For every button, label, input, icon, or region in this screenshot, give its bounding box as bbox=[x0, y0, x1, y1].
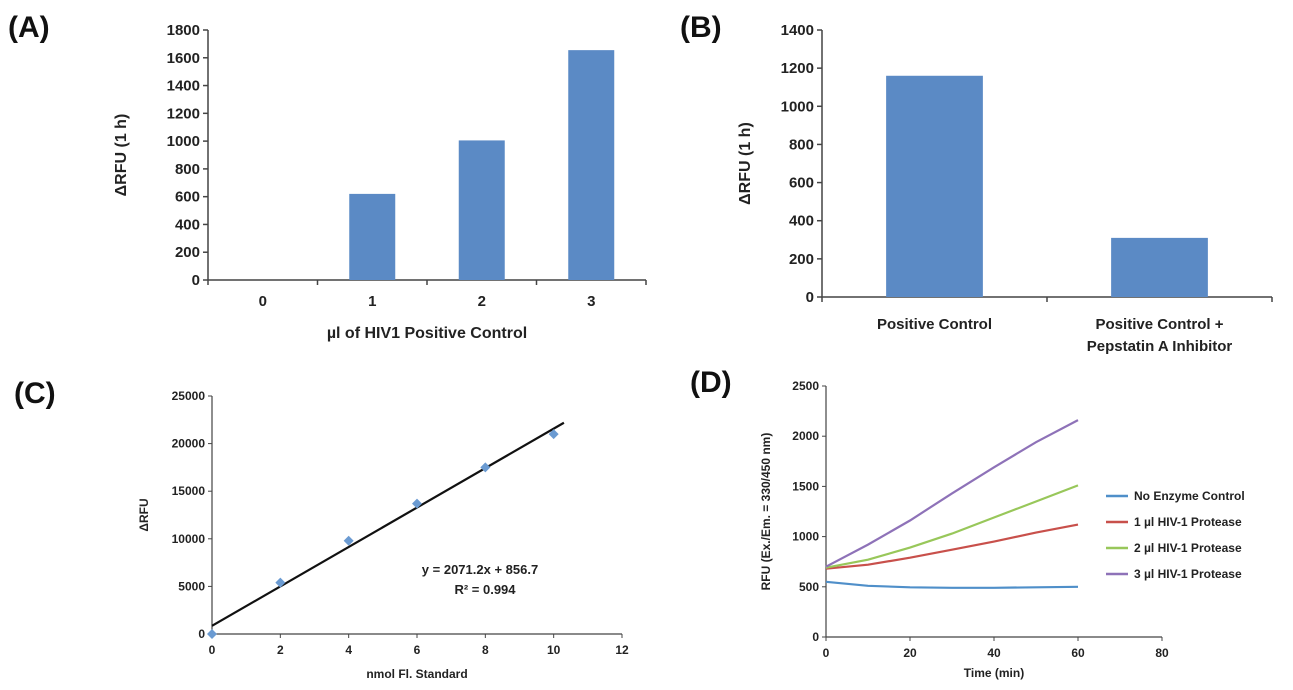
x-tick-label: Pepstatin A Inhibitor bbox=[1087, 338, 1233, 355]
y-tick-label: 0 bbox=[198, 627, 205, 641]
y-tick-label: 800 bbox=[175, 161, 200, 178]
trendline bbox=[211, 421, 565, 627]
data-point bbox=[480, 462, 491, 473]
chart-panel-a: 0 200 400 600 800 1000 1200 1400 1600 1800 0 1 2 3 µl … bbox=[113, 22, 647, 342]
chart-panel-d: 0 500 1000 1500 2000 2500 0 20 40 60 80 No Enzyme C… bbox=[759, 379, 1245, 680]
y-tick-label: 0 bbox=[812, 630, 819, 644]
panel-label-a: (A) bbox=[8, 11, 50, 44]
y-tick-label: 200 bbox=[789, 251, 814, 268]
y-tick-label: 1400 bbox=[781, 22, 814, 39]
y-tick-label: 10000 bbox=[172, 532, 206, 546]
x-tick-label: 2 bbox=[478, 293, 486, 310]
x-tick-label: 0 bbox=[259, 293, 267, 310]
bar bbox=[458, 140, 505, 280]
y-tick-label: 500 bbox=[799, 580, 819, 594]
y-tick-label: 15000 bbox=[172, 484, 206, 498]
x-axis-title: µl of HIV1 Positive Control bbox=[327, 325, 527, 342]
series-line bbox=[825, 580, 1079, 589]
x-axis-title: nmol Fl. Standard bbox=[366, 667, 467, 681]
y-tick-label: 1500 bbox=[792, 479, 819, 493]
series-line bbox=[825, 419, 1079, 568]
x-tick-label: 6 bbox=[414, 643, 421, 657]
y-tick-label: 400 bbox=[175, 216, 200, 233]
y-tick-label: 600 bbox=[175, 189, 200, 206]
data-point bbox=[343, 535, 354, 546]
x-tick-label: 0 bbox=[823, 646, 830, 660]
y-tick-label: 2500 bbox=[792, 379, 819, 393]
y-tick-label: 800 bbox=[789, 136, 814, 153]
y-tick-label: 0 bbox=[806, 289, 814, 306]
data-point bbox=[275, 577, 286, 588]
x-tick-label: 12 bbox=[615, 643, 629, 657]
y-tick-label: 5000 bbox=[178, 579, 205, 593]
y-tick-label: 1000 bbox=[781, 98, 814, 115]
bar bbox=[568, 50, 615, 281]
y-tick-label: 2000 bbox=[792, 429, 819, 443]
trendline-equation: y = 2071.2x + 856.7 bbox=[422, 562, 538, 577]
bar bbox=[349, 193, 396, 280]
y-axis-title: ΔRFU (1 h) bbox=[737, 122, 754, 205]
x-tick-label: 0 bbox=[209, 643, 216, 657]
series-line bbox=[825, 523, 1079, 570]
data-point bbox=[207, 629, 217, 639]
panel-label-d: (D) bbox=[690, 366, 732, 399]
y-tick-label: 1800 bbox=[167, 22, 200, 39]
panel-label-b: (B) bbox=[680, 11, 722, 44]
legend-label: 2 µl HIV-1 Protease bbox=[1134, 541, 1242, 555]
y-tick-label: 1400 bbox=[167, 78, 200, 95]
y-axis-title: RFU (Ex./Em. = 330/450 nm) bbox=[759, 433, 773, 591]
legend-label: No Enzyme Control bbox=[1134, 489, 1245, 503]
y-tick-label: 200 bbox=[175, 244, 200, 261]
y-tick-label: 600 bbox=[789, 175, 814, 192]
y-tick-label: 1200 bbox=[781, 60, 814, 77]
y-tick-label: 400 bbox=[789, 213, 814, 230]
x-tick-label: 4 bbox=[345, 643, 352, 657]
x-tick-label: 60 bbox=[1071, 646, 1085, 660]
y-tick-label: 1000 bbox=[792, 530, 819, 544]
x-tick-label: Positive Control bbox=[877, 316, 992, 333]
x-tick-label: Positive Control + bbox=[1096, 316, 1224, 333]
x-tick-label: 20 bbox=[903, 646, 917, 660]
r-squared-label: R² = 0.994 bbox=[454, 582, 516, 597]
y-tick-label: 1600 bbox=[167, 50, 200, 67]
bar bbox=[886, 75, 983, 298]
x-tick-label: 80 bbox=[1155, 646, 1169, 660]
x-tick-label: 2 bbox=[277, 643, 284, 657]
y-tick-label: 20000 bbox=[172, 437, 206, 451]
y-tick-label: 1000 bbox=[167, 133, 200, 150]
y-axis-title: ΔRFU (1 h) bbox=[113, 114, 130, 197]
x-tick-label: 1 bbox=[368, 293, 376, 310]
series-line bbox=[825, 484, 1079, 569]
x-tick-label: 3 bbox=[587, 293, 595, 310]
x-tick-label: 8 bbox=[482, 643, 489, 657]
y-tick-label: 25000 bbox=[172, 389, 206, 403]
data-point bbox=[412, 498, 422, 509]
panel-label-c: (C) bbox=[14, 377, 56, 410]
data-point bbox=[548, 429, 559, 440]
y-tick-label: 0 bbox=[192, 272, 200, 289]
bar bbox=[1111, 237, 1208, 297]
x-tick-label: 40 bbox=[987, 646, 1001, 660]
chart-panel-b: 0 200 400 600 800 1000 1200 1400 Positive Contro… bbox=[737, 22, 1273, 355]
x-axis-title: Time (min) bbox=[964, 666, 1024, 680]
y-tick-label: 1200 bbox=[167, 105, 200, 122]
legend-label: 1 µl HIV-1 Protease bbox=[1134, 515, 1242, 529]
legend-label: 3 µl HIV-1 Protease bbox=[1134, 567, 1242, 581]
x-tick-label: 10 bbox=[547, 643, 561, 657]
y-axis-title: ΔRFU bbox=[137, 498, 151, 531]
chart-panel-c: 0 5000 10000 15000 20000 25000 0 2 4 6 8 10 12 y = 20… bbox=[137, 389, 629, 681]
